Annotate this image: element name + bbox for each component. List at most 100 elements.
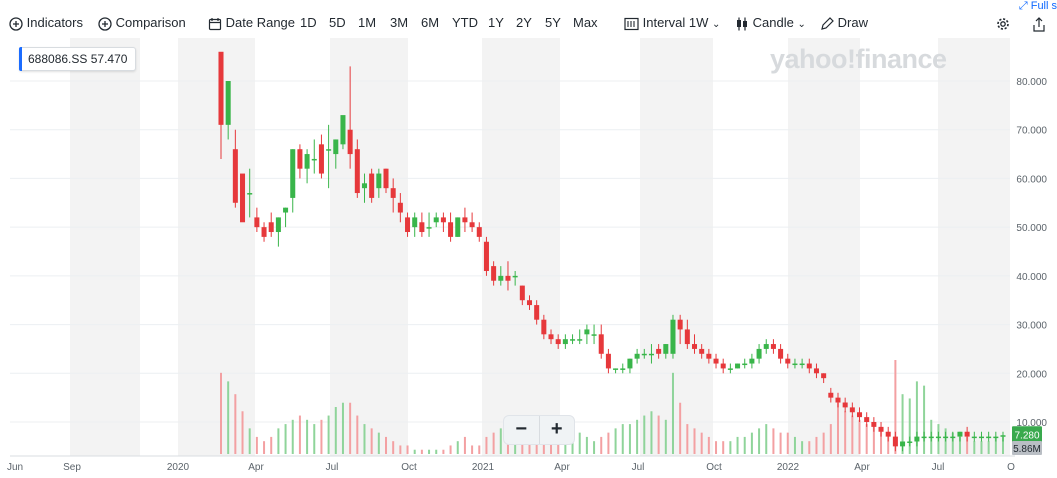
volume-bar	[298, 415, 301, 454]
date-range-button[interactable]: Date Range	[208, 14, 295, 32]
candle-body	[727, 368, 733, 370]
x-tick-label: Apr	[248, 462, 264, 473]
quarter-band	[70, 38, 140, 456]
draw-button[interactable]: Draw	[820, 14, 868, 32]
volume-bar	[399, 445, 402, 454]
candle-body	[677, 319, 683, 330]
candle-body	[340, 115, 346, 145]
volume-bar	[514, 441, 517, 454]
x-tick-label: 2020	[167, 462, 190, 473]
volume-bar	[664, 419, 667, 454]
candle-body	[455, 217, 461, 237]
interval-dropdown[interactable]: Interval 1W ⌄	[624, 14, 720, 32]
range-1m[interactable]: 1M	[358, 15, 377, 30]
candle-body	[405, 217, 411, 233]
volume-bar	[600, 436, 603, 454]
candle-body	[541, 319, 547, 335]
range-1d[interactable]: 1D	[300, 15, 317, 30]
range-1y[interactable]: 1Y	[488, 15, 504, 30]
share-button[interactable]	[1032, 17, 1046, 35]
interval-label: Interval	[642, 15, 686, 30]
candle-body	[247, 193, 253, 195]
candle-body	[907, 441, 913, 443]
candle-body	[613, 368, 619, 370]
range-5d[interactable]: 5D	[329, 15, 346, 30]
range-ytd[interactable]: YTD	[452, 15, 478, 30]
volume-bar	[241, 411, 244, 454]
volume-bar	[392, 441, 395, 454]
volume-bar	[377, 432, 380, 454]
x-tick-label: Jun	[7, 462, 23, 473]
candle-body	[498, 275, 504, 281]
volume-bar	[715, 441, 718, 454]
volume-bar	[478, 445, 481, 454]
settings-button[interactable]	[996, 17, 1010, 35]
volume-bar	[872, 424, 875, 454]
x-tick-label: Jul	[932, 462, 945, 473]
volume-bar	[643, 415, 646, 454]
candle-body	[627, 358, 633, 369]
volume-bar	[492, 432, 495, 454]
candle-body	[304, 154, 310, 169]
candle-body	[892, 436, 898, 447]
candle-body	[275, 217, 281, 233]
range-3m[interactable]: 3M	[390, 15, 409, 30]
quarter-band	[640, 38, 713, 456]
volume-bar	[894, 360, 897, 454]
fullscreen-link[interactable]: ⤢ Full s	[1019, 0, 1057, 13]
quote-tag: 688086.SS 57.470	[19, 47, 137, 71]
plus-circle-icon	[9, 16, 23, 31]
candle-body	[749, 358, 755, 364]
volume-bar	[671, 372, 674, 454]
volume-bar	[255, 436, 258, 454]
comparison-button[interactable]: Comparison	[98, 14, 186, 32]
candle-body	[878, 426, 884, 432]
candle-body	[361, 183, 367, 189]
candle-body	[261, 227, 267, 237]
candle-body	[849, 407, 855, 413]
volume-bar	[277, 428, 280, 454]
x-tick-label: Apr	[854, 462, 870, 473]
candle-body	[240, 173, 246, 223]
candle-body	[835, 397, 841, 403]
candle-body	[383, 168, 389, 189]
candle-body	[433, 217, 439, 223]
range-5y[interactable]: 5Y	[545, 15, 561, 30]
candle-body	[964, 431, 970, 437]
candle-body	[218, 51, 224, 125]
range-2y[interactable]: 2Y	[516, 15, 532, 30]
candle-body	[326, 149, 332, 151]
volume-bar	[951, 432, 954, 454]
candle-body	[598, 334, 604, 354]
candle-body	[756, 348, 762, 359]
chart-toolbar: Indicators Comparison Date Range 1D 5D 1…	[0, 0, 1057, 46]
volume-bar	[650, 411, 653, 454]
candle-body	[806, 363, 812, 369]
range-max[interactable]: Max	[573, 15, 598, 30]
candle-body	[828, 392, 834, 398]
y-tick-label: 40.000	[1016, 272, 1047, 283]
candle-body	[376, 173, 382, 189]
calendar-icon	[208, 17, 222, 30]
zoom-in-button[interactable]: +	[538, 416, 575, 444]
candle-body	[584, 329, 590, 335]
candle-body	[483, 241, 489, 271]
indicators-button[interactable]: Indicators	[9, 14, 83, 32]
volume-bar	[808, 441, 811, 454]
candle-body	[885, 431, 891, 437]
quote-price: 57.470	[90, 52, 128, 66]
volume-bar	[327, 415, 330, 454]
range-6m[interactable]: 6M	[421, 15, 440, 30]
chevron-down-icon: ⌄	[712, 19, 721, 30]
candle-body	[577, 339, 583, 341]
yahoo-finance-watermark: yahoo!finance	[770, 44, 947, 74]
pencil-icon	[821, 16, 834, 30]
candle-body	[333, 139, 339, 155]
chart-type-dropdown[interactable]: Candle ⌄	[735, 14, 806, 32]
last-volume-box	[1012, 441, 1042, 455]
zoom-out-button[interactable]: −	[515, 418, 528, 440]
volume-bar	[521, 436, 524, 454]
volume-bar	[471, 445, 474, 454]
volume-bar	[772, 428, 775, 454]
